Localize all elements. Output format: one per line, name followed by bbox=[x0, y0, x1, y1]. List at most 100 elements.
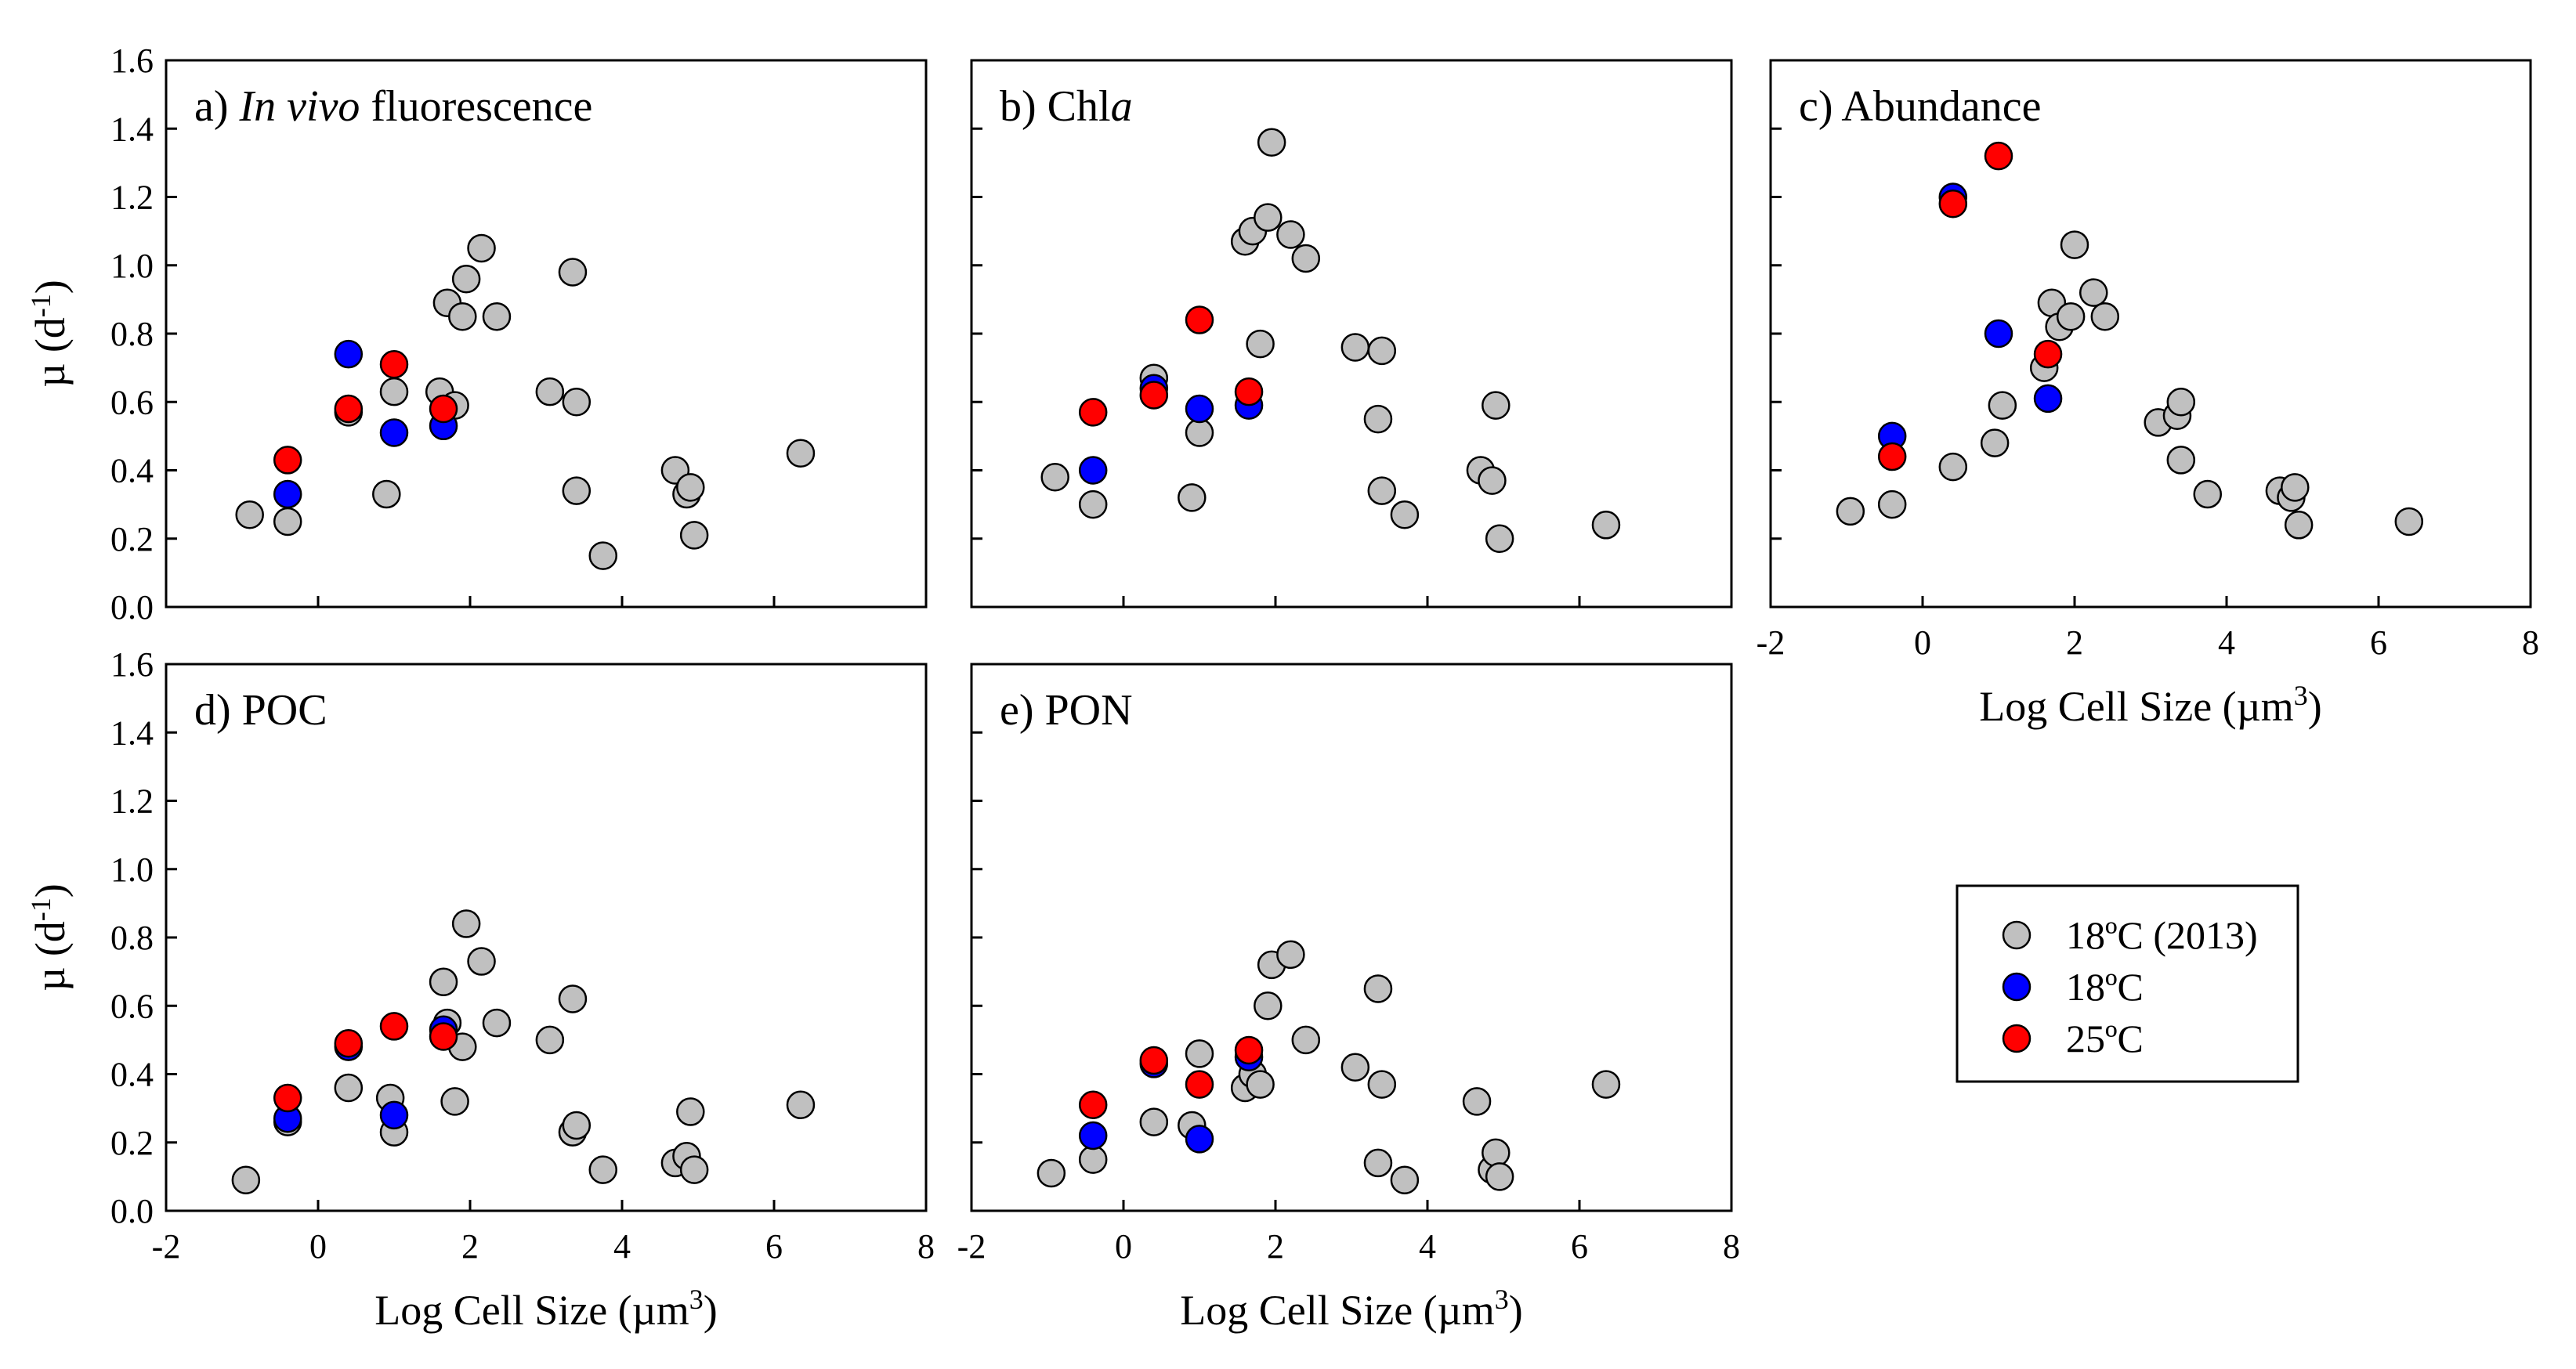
data-point bbox=[786, 1090, 816, 1120]
series-1 bbox=[1836, 230, 2424, 540]
data-point bbox=[379, 418, 409, 447]
data-point bbox=[1276, 940, 1305, 970]
y-tick-label: 1.4 bbox=[110, 110, 154, 148]
data-point bbox=[676, 1097, 705, 1126]
x-tick-label: -2 bbox=[957, 1227, 986, 1266]
data-point bbox=[273, 507, 302, 536]
panel-3: -2 0 2 4 6 8 c) Abundance Log Cell Size (µm3) bbox=[1757, 59, 2539, 730]
data-point bbox=[2281, 473, 2310, 502]
x-axis-title: Log Cell Size (µm3) bbox=[1180, 1284, 1523, 1334]
series-2 bbox=[1078, 1042, 1264, 1154]
data-point bbox=[1078, 489, 1108, 519]
data-point bbox=[1363, 404, 1393, 434]
data-point bbox=[482, 302, 512, 331]
panel-label: a) In vivo fluorescence bbox=[194, 82, 592, 131]
legend-label: 18ºC bbox=[2066, 965, 2144, 1009]
series-2 bbox=[273, 339, 458, 509]
series-3 bbox=[1078, 1035, 1264, 1120]
series-2 bbox=[273, 1015, 458, 1133]
data-point bbox=[1367, 1070, 1397, 1099]
x-tick-label: -2 bbox=[152, 1227, 181, 1266]
data-point bbox=[1340, 333, 1370, 362]
y-tick-label: 0.6 bbox=[110, 383, 154, 421]
data-point bbox=[1836, 497, 1865, 526]
data-point bbox=[679, 1155, 709, 1184]
data-point bbox=[1877, 442, 1907, 471]
data-point bbox=[1185, 1070, 1214, 1099]
data-point bbox=[467, 947, 496, 976]
x-tick-label: 8 bbox=[1723, 1227, 1740, 1266]
data-point bbox=[1078, 1145, 1108, 1174]
legend: 18ºC (2013) 18ºC 25ºC bbox=[1956, 884, 2299, 1083]
data-point bbox=[2090, 302, 2120, 331]
data-point bbox=[334, 1073, 364, 1103]
legend-marker bbox=[2002, 920, 2031, 950]
data-point bbox=[429, 1022, 458, 1051]
y-tick-label: 0.2 bbox=[110, 520, 154, 558]
panel-4: 0.0 0.2 0.4 0.6 0.8 1.0 1.2 1.4 1.6 -2 0 2 4 6 8 d) POC… bbox=[25, 645, 935, 1334]
data-point bbox=[1139, 381, 1169, 410]
data-point bbox=[1984, 141, 2013, 171]
data-point bbox=[562, 1111, 592, 1140]
data-point bbox=[1291, 244, 1321, 273]
x-tick-label: 4 bbox=[613, 1227, 631, 1266]
data-point bbox=[2056, 302, 2086, 331]
y-tick-label: 1.2 bbox=[110, 179, 154, 217]
data-point bbox=[379, 1012, 409, 1041]
x-tick-label: 2 bbox=[2066, 623, 2083, 662]
data-point bbox=[273, 479, 302, 509]
series-3 bbox=[273, 1012, 458, 1113]
series-1 bbox=[231, 909, 816, 1194]
y-tick-label: 0.2 bbox=[110, 1124, 154, 1162]
panel-label: b) Chla bbox=[1000, 82, 1133, 131]
data-point bbox=[1482, 1138, 1511, 1168]
data-point bbox=[1234, 1035, 1264, 1065]
data-point bbox=[1478, 466, 1507, 495]
data-point bbox=[2193, 479, 2222, 509]
data-point bbox=[429, 967, 458, 996]
data-point bbox=[1139, 1046, 1169, 1075]
y-tick-label: 0.8 bbox=[110, 919, 154, 957]
data-point bbox=[1254, 992, 1283, 1020]
data-point bbox=[562, 476, 592, 505]
x-tick-label: 4 bbox=[1419, 1227, 1436, 1266]
data-point bbox=[1246, 1070, 1275, 1099]
data-point bbox=[2060, 230, 2089, 259]
data-point bbox=[1040, 462, 1069, 492]
data-point bbox=[2284, 511, 2314, 540]
data-point bbox=[482, 1008, 512, 1038]
x-tick-label: 6 bbox=[2370, 623, 2387, 662]
x-tick-label: 8 bbox=[2522, 623, 2539, 662]
data-point bbox=[467, 233, 496, 263]
x-tick-label: 2 bbox=[1267, 1227, 1284, 1266]
data-point bbox=[1980, 428, 2010, 457]
y-tick-label: 0.4 bbox=[110, 1056, 154, 1094]
data-point bbox=[1185, 1125, 1214, 1154]
data-point bbox=[786, 439, 816, 468]
series-3 bbox=[1078, 305, 1264, 427]
data-point bbox=[562, 388, 592, 417]
data-point bbox=[1185, 394, 1214, 424]
x-tick-label: 4 bbox=[2218, 623, 2235, 662]
y-tick-label: 1.6 bbox=[110, 645, 154, 684]
y-tick-label: 1.0 bbox=[110, 851, 154, 889]
data-point bbox=[1185, 305, 1214, 334]
data-point bbox=[451, 264, 481, 294]
data-point bbox=[1078, 456, 1108, 485]
y-tick-label: 1.0 bbox=[110, 247, 154, 285]
panel-2: b) Chla bbox=[970, 59, 1733, 609]
y-tick-label: 0.0 bbox=[110, 1192, 154, 1230]
y-tick-label: 1.6 bbox=[110, 42, 154, 80]
legend-box bbox=[1956, 884, 2299, 1083]
data-point bbox=[1246, 329, 1275, 359]
legend-marker bbox=[2002, 972, 2031, 1002]
panels: 0.0 0.2 0.4 0.6 0.8 1.0 1.2 1.4 1.6 a) In vivo fl… bbox=[25, 42, 2539, 1334]
y-axis-title: µ (d-1) bbox=[25, 883, 74, 992]
panel-label: e) PON bbox=[1000, 686, 1133, 735]
x-tick-label: 0 bbox=[1914, 623, 1931, 662]
data-point bbox=[588, 541, 617, 570]
x-tick-label: 0 bbox=[309, 1227, 327, 1266]
data-point bbox=[2166, 388, 2196, 417]
legend-label: 25ºC bbox=[2066, 1017, 2144, 1060]
data-point bbox=[1485, 1162, 1514, 1191]
